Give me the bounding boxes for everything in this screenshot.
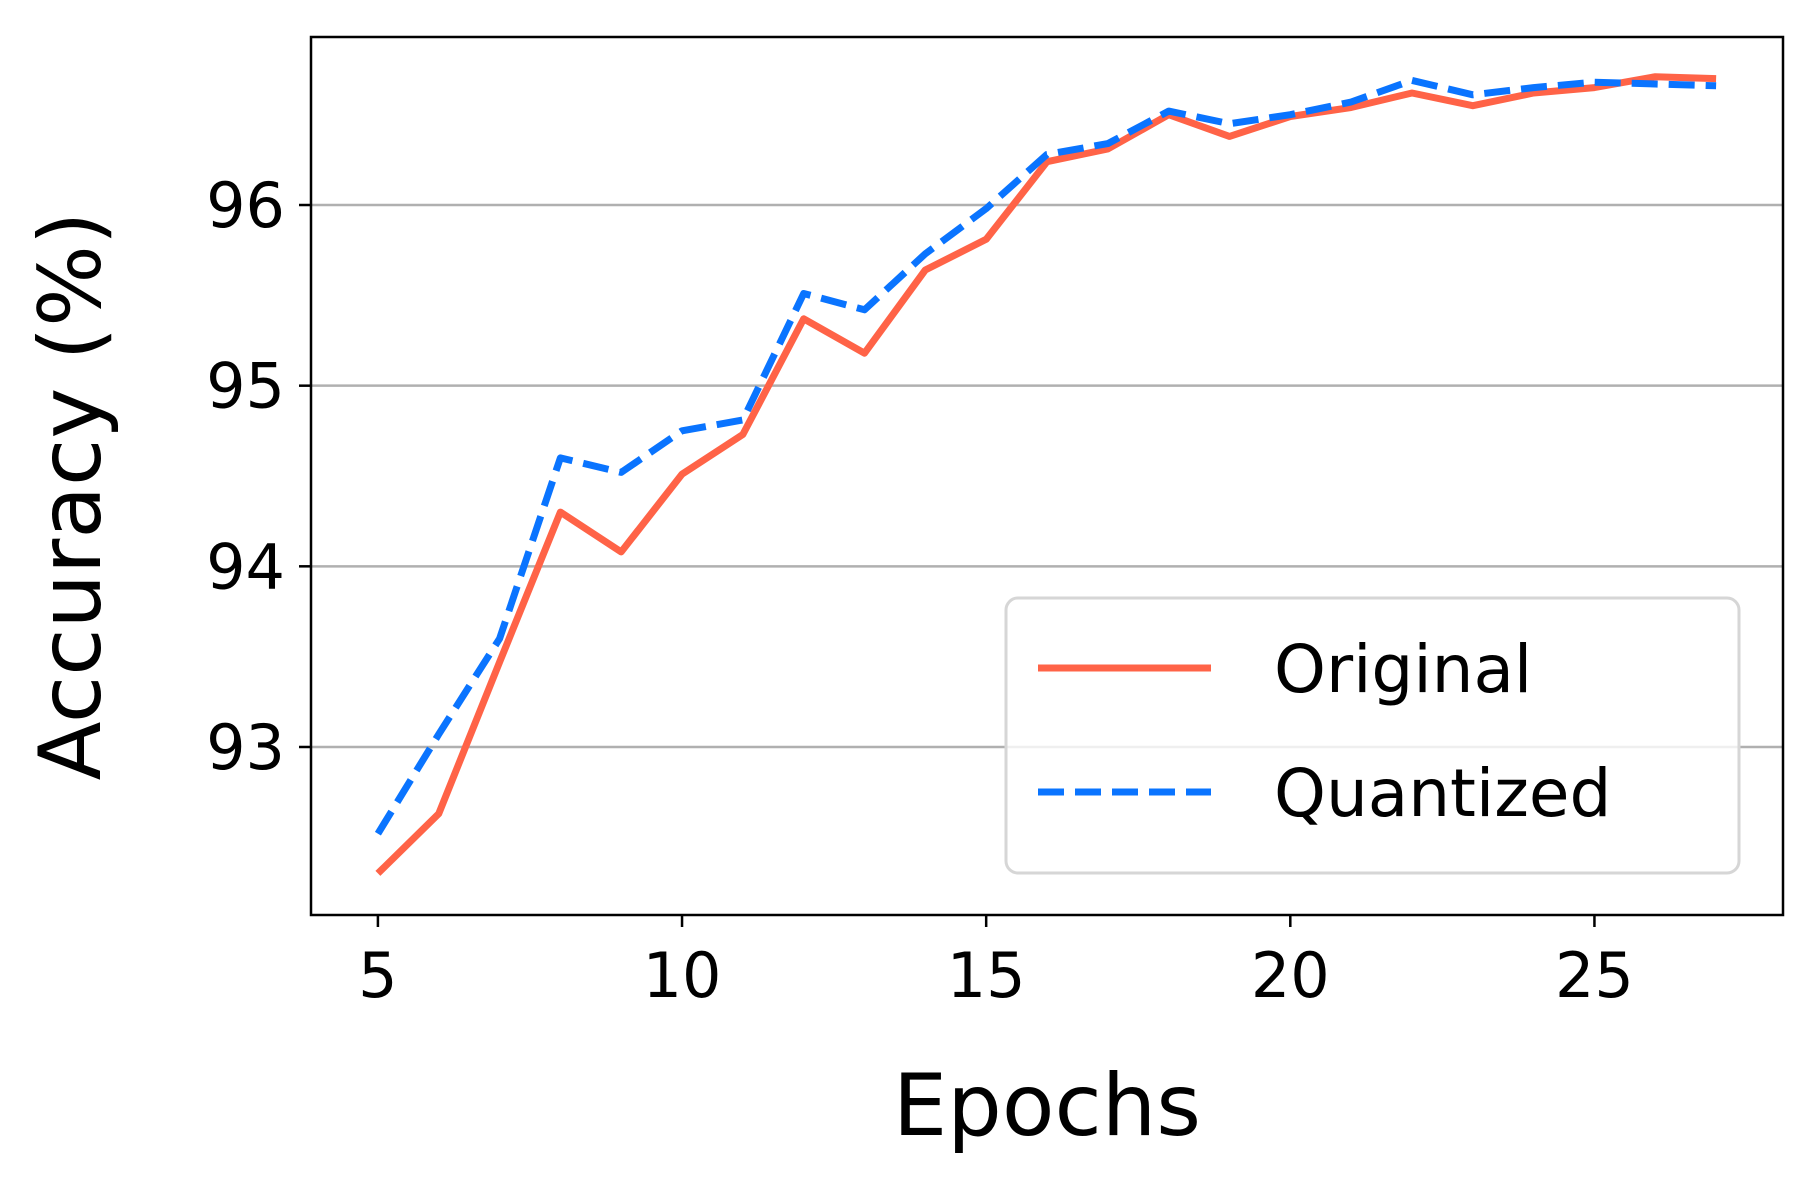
- legend-label-quantized: Quantized: [1274, 755, 1611, 832]
- x-tick-label-5: 5: [358, 939, 397, 1012]
- x-tick-label-15: 15: [947, 939, 1026, 1012]
- x-tick-label-25: 25: [1555, 939, 1634, 1012]
- y-tick-label-96: 96: [206, 169, 285, 242]
- x-axis-ticks: 5 10 15 20 25: [358, 915, 1634, 1012]
- legend-label-original: Original: [1274, 631, 1532, 708]
- x-axis-title: Epochs: [893, 1056, 1201, 1156]
- y-tick-label-95: 95: [206, 350, 285, 423]
- series-lines: [374, 73, 1717, 876]
- series-line-quantized: [374, 76, 1717, 836]
- y-axis-title: Accuracy (%): [21, 212, 121, 781]
- plot-frame: [309, 35, 1785, 917]
- y-tick-label-93: 93: [206, 711, 285, 784]
- legend: Original Quantized: [1004, 596, 1741, 875]
- x-tick-label-10: 10: [643, 939, 722, 1012]
- y-tick-label-94: 94: [206, 530, 285, 603]
- series-line-original: [375, 73, 1717, 876]
- y-axis-ticks: 93 94 95 96: [206, 169, 311, 784]
- x-tick-label-20: 20: [1251, 939, 1330, 1012]
